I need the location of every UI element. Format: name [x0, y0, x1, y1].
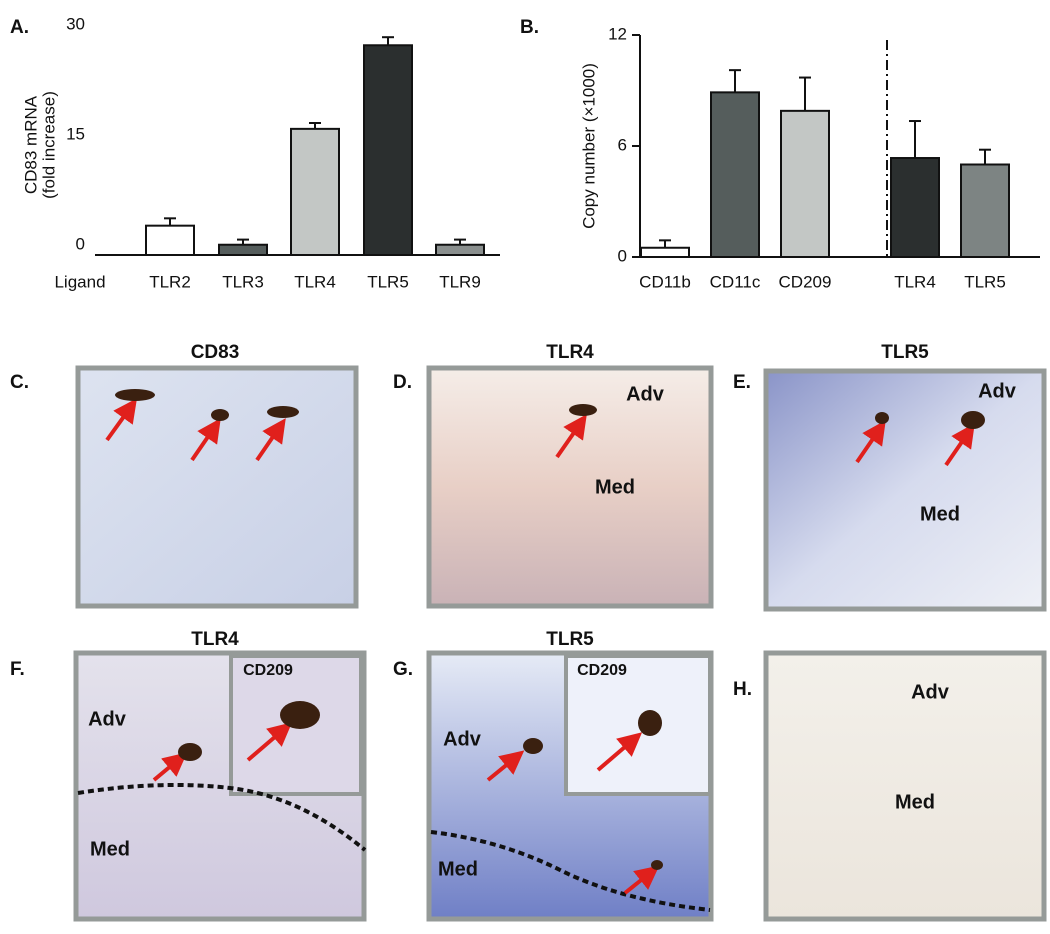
annotation: Med: [895, 791, 935, 813]
x-tick-label: TLR3: [222, 272, 264, 291]
x-tick-label: TLR5: [367, 272, 409, 291]
bar: [710, 91, 760, 258]
bar: [363, 44, 413, 257]
bar: [435, 243, 485, 257]
panel-label: D.: [393, 372, 412, 393]
y-tick-label: 15: [66, 124, 85, 143]
bar: [145, 224, 195, 257]
arrows: [105, 398, 975, 895]
panel-label: G.: [393, 659, 413, 680]
annotation: Med: [920, 503, 960, 525]
x-tick-label: TLR4: [894, 272, 936, 291]
micrograph: [75, 365, 359, 609]
y-tick-label: 0: [618, 246, 627, 265]
bar: [218, 243, 268, 257]
y-tick-label: 6: [618, 135, 627, 154]
bar: [890, 157, 940, 258]
panel-title: TLR5: [881, 342, 929, 363]
bar: [780, 109, 830, 258]
inset: [564, 654, 712, 796]
annotation: Adv: [911, 681, 950, 703]
annotation: Adv: [443, 728, 482, 750]
x-tick-label: CD11c: [710, 272, 761, 291]
panel-title: TLR4: [191, 629, 239, 650]
panel-label: B.: [520, 17, 539, 38]
panel-label: A.: [10, 17, 29, 38]
micrograph: [763, 368, 1047, 612]
annotation: Adv: [626, 383, 665, 405]
panel-title: CD83: [191, 342, 240, 363]
x-axis-label: Ligand: [54, 272, 105, 291]
x-tick-label: CD209: [779, 272, 832, 291]
charts: A. CD83 mRNA (fold increase) Ligand 0 15 30 TLR…: [10, 14, 1040, 291]
y-axis-label: CD83 mRNA: [21, 95, 40, 194]
panel-label: F.: [10, 659, 25, 680]
annotation: Med: [438, 858, 478, 880]
bar: [290, 127, 340, 256]
panel-label: E.: [733, 372, 751, 393]
bar: [640, 246, 690, 258]
annotation: CD209: [577, 662, 627, 679]
boundary: [430, 830, 711, 912]
annotation: Med: [595, 476, 635, 498]
panel-label: C.: [10, 372, 29, 393]
x-tick-label: CD11b: [639, 272, 691, 291]
annotation: CD209: [243, 662, 293, 679]
y-tick-label: 0: [76, 234, 85, 253]
y-tick-label: 30: [66, 14, 85, 33]
micrograph: [763, 650, 1047, 922]
panel-title: TLR5: [546, 629, 594, 650]
stain: [115, 389, 985, 870]
panel-label: H.: [733, 679, 752, 700]
x-tick-label: TLR2: [149, 272, 191, 291]
boundary: [77, 782, 367, 852]
x-tick-label: TLR5: [964, 272, 1006, 291]
annotation: Med: [90, 838, 130, 860]
annotation: Adv: [88, 708, 127, 730]
y-axis-label: (fold increase): [39, 91, 58, 199]
annotation: Adv: [978, 380, 1017, 402]
bar: [960, 163, 1010, 258]
panel-title: TLR4: [546, 342, 594, 363]
x-tick-label: TLR4: [294, 272, 336, 291]
micrograph: [426, 365, 714, 609]
y-tick-label: 12: [608, 24, 627, 43]
micrographs: C. CD83 D. TLR4 Adv Med E. TLR5 Adv Med F. TLR4 Adv M…: [10, 342, 1047, 922]
x-tick-label: TLR9: [439, 272, 481, 291]
y-axis-label: Copy number (×1000): [579, 63, 598, 229]
